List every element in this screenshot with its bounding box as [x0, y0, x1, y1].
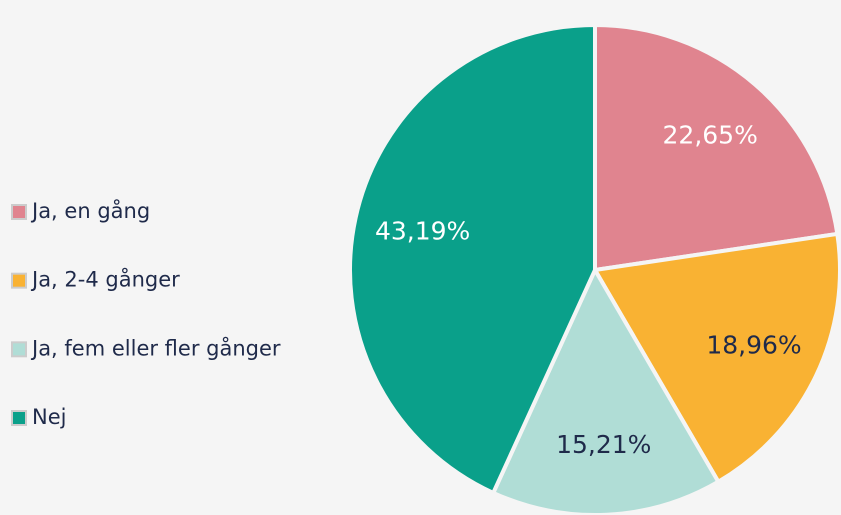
data-label: 18,96% — [706, 330, 801, 359]
data-label: 15,21% — [556, 430, 651, 459]
legend-label: Nej — [32, 405, 66, 429]
pie-slice — [348, 22, 597, 496]
legend-label: Ja, 2-4 gånger — [30, 267, 180, 292]
data-label: 22,65% — [663, 120, 758, 149]
pie-slice — [593, 22, 840, 273]
legend-label: Ja, en gång — [30, 198, 150, 223]
legend-swatch — [11, 272, 27, 289]
pie-slice — [591, 231, 841, 485]
legend-swatch — [11, 410, 27, 426]
legend-swatch — [11, 204, 27, 220]
data-label: 43,19% — [375, 217, 470, 246]
legend-swatch — [11, 341, 27, 358]
legend-label: Ja, fem eller fler gånger — [30, 335, 281, 360]
